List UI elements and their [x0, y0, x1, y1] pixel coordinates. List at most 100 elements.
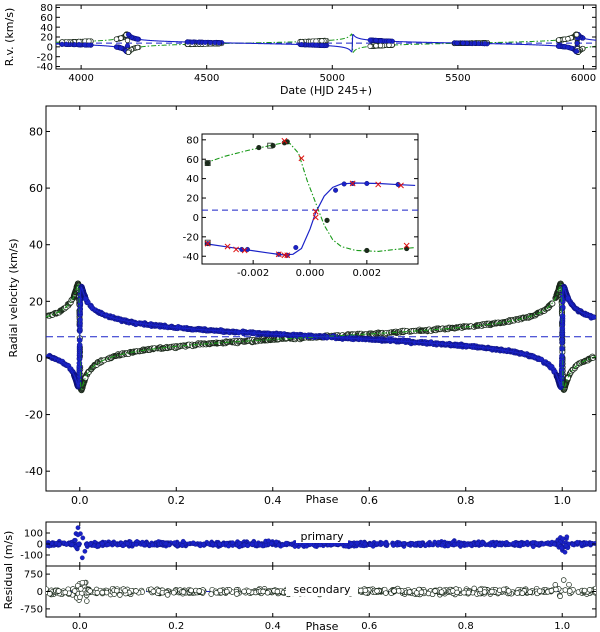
residual-primary-point — [200, 541, 206, 547]
residual-primary-point — [245, 543, 251, 549]
top-primary-point — [76, 42, 82, 48]
y-tick-label: 80 — [29, 125, 43, 138]
y-tick-label: -40 — [183, 252, 199, 263]
top-primary-point — [313, 42, 319, 48]
residual-primary-point — [80, 535, 86, 541]
x-tick-label: 0.0 — [71, 494, 89, 507]
residual-primary-point — [72, 537, 78, 543]
top-primary-point — [565, 44, 571, 50]
residual-primary-point — [76, 541, 81, 547]
residual-primary-point — [401, 541, 407, 546]
residual-primary-point — [570, 542, 576, 547]
x-tick-label: 5500 — [445, 73, 470, 84]
main-ylabel: Radial velocity (km/s) — [7, 238, 20, 357]
residual-primary-point — [475, 541, 480, 546]
secondary-point — [82, 374, 89, 381]
top-secondary-point — [124, 37, 131, 44]
residual-primary-point — [79, 555, 85, 561]
y-tick-label: -40 — [37, 62, 53, 73]
residual-primary-point — [397, 542, 403, 547]
residual-primary-point — [559, 545, 565, 551]
main-plot-frame — [45, 105, 597, 492]
top-primary-point — [319, 42, 325, 48]
y-tick-label: 20 — [29, 295, 43, 308]
top-primary-point — [86, 42, 92, 48]
y-tick-label: -40 — [25, 465, 43, 478]
inset-secondary-point — [364, 247, 370, 254]
y-tick-label: 80 — [186, 135, 199, 146]
y-tick-label: -20 — [25, 409, 43, 422]
residual-secondary-point — [557, 593, 563, 600]
residual-primary-point — [534, 541, 540, 546]
top-secondary-point — [125, 49, 132, 55]
residual-primary-point — [69, 542, 75, 547]
residual-primary-point — [578, 541, 584, 547]
x-tick-label: 5000 — [320, 73, 345, 84]
residual-primary-point — [64, 541, 69, 547]
top-primary-point — [113, 44, 119, 50]
residual-primary-point — [348, 541, 354, 547]
residual-primary-point — [530, 544, 536, 550]
top-primary-point — [454, 40, 460, 46]
top-primary-point — [124, 43, 130, 49]
y-tick-label: 0 — [47, 42, 53, 53]
residual-primary-point — [503, 540, 509, 546]
residual-primary-point — [458, 541, 464, 547]
main-data-layer — [46, 280, 596, 394]
residual-primary-point — [439, 542, 445, 548]
residual-primary-point — [562, 549, 568, 555]
y-tick-label: 60 — [29, 182, 43, 195]
residual-secondary-point — [245, 588, 252, 595]
top-primary-point — [202, 39, 208, 45]
top-data-layer — [56, 31, 596, 55]
inset-secondary-point — [256, 144, 262, 151]
residual-primary-point — [541, 541, 546, 547]
top-secondary-point — [367, 43, 373, 49]
residual-primary-point — [190, 540, 196, 546]
top-primary-point — [373, 37, 379, 43]
top-primary-point — [386, 38, 392, 44]
residual-primary-point — [383, 541, 389, 547]
residual-secondary-point — [471, 585, 477, 592]
top-primary-point — [207, 40, 213, 46]
top-primary-point — [460, 40, 466, 46]
y-tick-label: 20 — [40, 33, 53, 44]
top-secondary-point — [118, 35, 124, 41]
residual-primary-point — [354, 540, 360, 546]
y-tick-label: 40 — [40, 23, 53, 34]
inset-background — [201, 133, 419, 265]
top-primary-point — [189, 39, 195, 45]
top-primary-point — [59, 41, 65, 47]
residual-primary-point — [510, 541, 516, 546]
residual-primary-point — [217, 541, 222, 547]
x-tick-label: 0.4 — [264, 494, 282, 507]
top-secondary-point — [565, 36, 571, 42]
x-tick-label: 6000 — [571, 73, 596, 84]
y-tick-label: 60 — [40, 13, 53, 24]
residual-primary-point — [496, 542, 502, 548]
main-xlabel: Phase — [306, 493, 339, 506]
top-primary-point — [135, 36, 141, 42]
residual-primary-point — [560, 536, 566, 542]
residual-primary-point — [552, 541, 557, 547]
residual-secondary-point — [560, 577, 567, 583]
x-tick-label: 0.002 — [353, 268, 382, 279]
residual-primary-point — [266, 538, 271, 544]
residual-primary-point — [236, 540, 242, 546]
top-secondary-point — [377, 42, 384, 49]
residual-primary-point — [99, 541, 105, 547]
inset-primary-point — [364, 180, 370, 186]
top-primary-point — [118, 45, 124, 51]
residual-primary-point — [150, 542, 155, 548]
residual-secondary-point — [552, 582, 559, 588]
residual-primary-point — [105, 542, 111, 548]
residual-primary-point — [406, 542, 411, 547]
residual-primary-point — [249, 541, 255, 547]
y-tick-label: -20 — [183, 232, 199, 243]
residual-primary-point — [390, 542, 396, 548]
residual-secondary-point — [46, 586, 49, 592]
top-primary-point — [556, 43, 562, 49]
residual-primary-point — [210, 541, 215, 547]
